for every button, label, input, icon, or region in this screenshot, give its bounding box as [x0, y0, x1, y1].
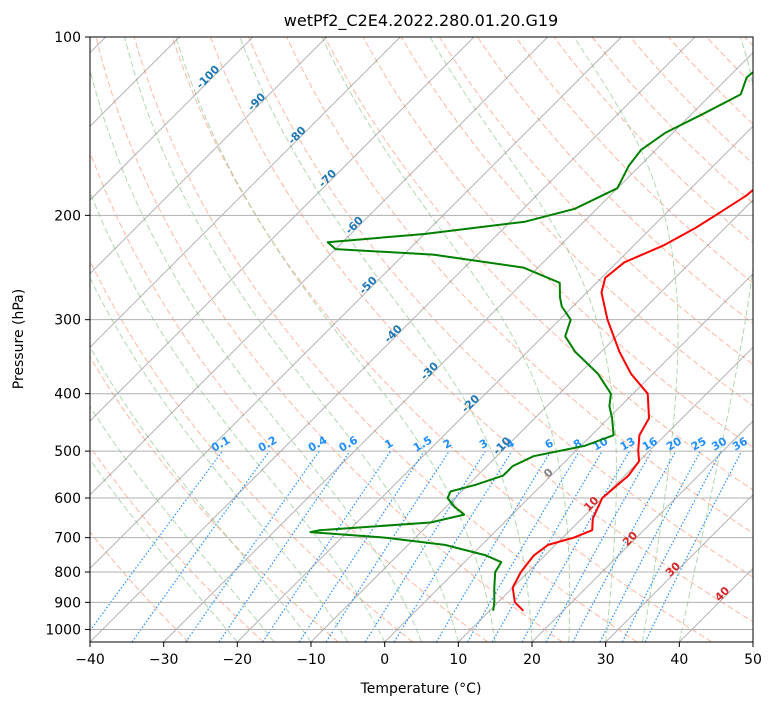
mixing-ratio-line — [298, 450, 425, 642]
background-lines — [90, 37, 753, 642]
profile-lines — [309, 70, 753, 612]
y-tick-label: 400 — [54, 387, 81, 403]
dry-adiabat-line — [90, 150, 488, 642]
isotherm-line — [163, 51, 753, 642]
y-axis: 100 200 300 400 500 600 700 800 900 1000 — [45, 30, 90, 638]
y-tick-label: 600 — [54, 491, 81, 507]
mixing-ratio-line — [325, 450, 450, 642]
x-tick-label: 50 — [744, 652, 762, 668]
y-tick-label: 900 — [54, 595, 81, 611]
mixing-ratio-line — [572, 450, 677, 642]
y-tick-label: 1000 — [45, 622, 81, 638]
mixing-ratio-line — [185, 450, 320, 642]
mixing-ratio-line — [621, 450, 722, 642]
dry-adiabat-line — [95, 37, 563, 642]
isotherm-line — [384, 272, 753, 642]
mixing-ratio-line — [90, 450, 223, 632]
y-axis-label: Pressure (hPa) — [11, 289, 27, 389]
dry-adiabat-line — [438, 37, 753, 366]
dry-adiabat-line — [90, 445, 264, 642]
chart-title: wetPf2_C2E4.2022.280.01.20.G19 — [284, 11, 558, 31]
y-tick-label: 800 — [54, 565, 81, 581]
y-tick-label: 200 — [54, 208, 81, 224]
mixing-ratio-line — [218, 450, 351, 642]
x-tick-label: −20 — [223, 652, 253, 668]
x-tick-label: 20 — [523, 652, 541, 668]
isotherm-line — [531, 420, 753, 642]
dewpoint-profile — [309, 70, 753, 611]
x-tick-label: 0 — [380, 652, 389, 668]
x-axis-label: Temperature (°C) — [360, 681, 482, 697]
mixing-ratio-line — [521, 450, 631, 642]
moist-adiabat-line — [90, 458, 238, 642]
y-tick-label: 500 — [54, 444, 81, 460]
mixing-ratio-line — [262, 450, 392, 642]
dry-adiabat-line — [210, 37, 753, 623]
plot-frame — [89, 36, 754, 643]
moist-adiabat-line — [678, 37, 753, 642]
mixing-ratio-line — [599, 450, 702, 642]
moist-adiabat-line — [90, 277, 349, 642]
isotherm-line — [236, 125, 753, 642]
moist-adiabat-line — [90, 405, 275, 642]
moist-adiabat-line — [90, 346, 312, 642]
moist-adiabat-line — [175, 37, 496, 642]
isotherm-line — [90, 37, 549, 496]
mixing-ratio-line — [435, 450, 552, 642]
x-tick-label: −10 — [296, 652, 326, 668]
moist-adiabat-line — [90, 67, 422, 642]
mixing-ratio-line — [364, 450, 486, 642]
isotherm-line — [90, 37, 696, 642]
x-tick-label: −40 — [75, 652, 105, 668]
dry-adiabat-line — [248, 37, 753, 578]
y-tick-label: 700 — [54, 531, 81, 547]
x-tick-label: 30 — [597, 652, 615, 668]
moist-adiabat-line — [239, 37, 533, 642]
x-tick-label: 10 — [449, 652, 467, 668]
moist-adiabat-line — [124, 37, 459, 642]
isotherm-line — [90, 37, 475, 422]
x-axis: −40 −30 −20 −10 0 10 20 30 40 50 — [75, 642, 762, 668]
dry-adiabat-line — [90, 531, 190, 642]
mixing-ratio-line — [131, 450, 270, 642]
moist-adiabat-line — [90, 190, 386, 642]
dry-adiabat-line — [133, 37, 638, 642]
isotherm-line — [90, 37, 622, 570]
temperature-profile — [511, 188, 753, 612]
mixing-ratio-line — [644, 450, 743, 642]
isotherm-line — [90, 37, 254, 201]
isotherm-line — [605, 493, 753, 642]
pressure-grid — [90, 37, 753, 630]
mixing-ratio-line — [393, 450, 513, 642]
isotherm-line — [90, 37, 328, 275]
moist-adiabat-line — [573, 37, 679, 642]
dry-adiabat-line — [400, 37, 753, 407]
x-tick-label: −30 — [149, 652, 179, 668]
dry-adiabat-line — [515, 37, 753, 284]
y-tick-label: 300 — [54, 313, 81, 329]
isotherm-line — [90, 37, 401, 349]
y-tick-label: 100 — [54, 30, 81, 46]
mixing-ratio-line — [545, 450, 653, 642]
moist-adiabat-line — [321, 37, 571, 642]
x-tick-label: 40 — [670, 652, 688, 668]
